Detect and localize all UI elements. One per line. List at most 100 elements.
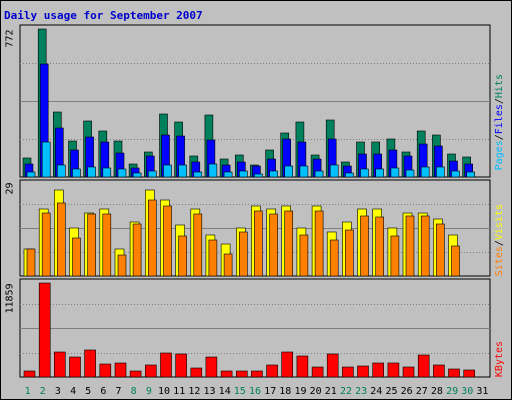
kbytes-bar-21 — [326, 353, 339, 378]
pages-bar-25 — [390, 167, 400, 178]
day-label-22: 22 — [340, 386, 352, 397]
sites-bar-8 — [132, 223, 142, 277]
legend-sep2: / — [494, 98, 505, 105]
day-label-14: 14 — [219, 386, 231, 397]
sites-bar-9 — [148, 199, 157, 277]
day-label-6: 6 — [100, 386, 106, 397]
day-label-11: 11 — [173, 386, 185, 397]
legend-pages: Pages — [494, 140, 505, 171]
kbytes-bar-29 — [448, 368, 460, 378]
pages-bar-5 — [87, 166, 96, 178]
day-label-29: 29 — [446, 386, 458, 397]
sites-bar-26 — [405, 215, 415, 277]
pages-bar-27 — [420, 166, 430, 178]
sites-bar-2 — [41, 212, 51, 277]
sites-bar-1 — [26, 248, 36, 277]
pages-bar-4 — [72, 168, 81, 178]
kbytes-bar-5 — [84, 349, 96, 378]
day-label-4: 4 — [70, 386, 76, 397]
sites-bar-14 — [223, 253, 233, 277]
legend-files: Files — [494, 104, 505, 135]
sites-bar-29 — [451, 245, 460, 277]
legend-sep1: / — [494, 134, 505, 141]
legend-sites: Sites — [494, 246, 505, 277]
sites-bar-5 — [87, 213, 96, 277]
pages-bar-30 — [466, 171, 476, 178]
kbytes-bar-15 — [236, 370, 248, 378]
sites-bar-28 — [436, 223, 445, 277]
pages-bar-19 — [299, 165, 309, 178]
pages-bar-28 — [436, 166, 445, 178]
sites-bar-17 — [269, 213, 278, 277]
pages-bar-20 — [314, 170, 324, 178]
day-label-8: 8 — [131, 386, 137, 397]
day-label-1: 1 — [25, 386, 31, 397]
pages-bar-1 — [26, 171, 36, 178]
day-label-5: 5 — [85, 386, 91, 397]
day-label-24: 24 — [370, 386, 382, 397]
chart-title: Daily usage for September 2007 — [4, 9, 203, 22]
kbytes-bar-1 — [23, 370, 36, 378]
kbytes-bar-8 — [129, 370, 142, 378]
day-label-9: 9 — [146, 386, 152, 397]
sites-bar-23 — [360, 215, 369, 277]
sites-bar-24 — [375, 216, 385, 277]
sites-bar-19 — [299, 234, 309, 277]
sites-bar-22 — [345, 229, 354, 277]
kbytes-bar-13 — [205, 356, 218, 378]
kbytes-bar-2 — [38, 282, 51, 378]
kbytes-ymax-label: 11859 — [4, 282, 16, 314]
pages-bar-18 — [284, 165, 294, 178]
kbytes-bar-19 — [296, 355, 309, 378]
kbytes-bar-12 — [190, 367, 203, 378]
kbytes-bar-10 — [160, 352, 172, 378]
legend-kbytes: KBytes — [494, 341, 505, 378]
day-label-30: 30 — [461, 386, 473, 397]
kbytes-bar-27 — [417, 354, 430, 378]
kbytes-bar-16 — [251, 370, 263, 378]
pages-bar-29 — [451, 170, 460, 178]
sites-bar-3 — [56, 202, 66, 277]
sites-bar-16 — [254, 210, 263, 277]
kbytes-bar-22 — [342, 366, 354, 378]
kbytes-bar-23 — [357, 365, 369, 378]
sites-bar-18 — [284, 210, 294, 277]
kbytes-bar-7 — [114, 362, 127, 378]
sites-bar-15 — [239, 231, 248, 277]
hits-files-pages-legend: Pages/Files/Hits — [494, 74, 505, 170]
kbytes-bar-26 — [402, 366, 415, 378]
pages-bar-23 — [360, 168, 369, 178]
sites-visits-legend: Sites/Visits — [494, 204, 505, 276]
pages-bar-13 — [208, 163, 218, 178]
pages-bar-24 — [375, 168, 385, 178]
pages-bar-11 — [178, 164, 187, 178]
day-label-19: 19 — [294, 386, 306, 397]
kbytes-bar-17 — [266, 364, 278, 378]
sites-bar-11 — [178, 235, 187, 277]
day-label-16: 16 — [249, 386, 261, 397]
pages-bar-7 — [117, 168, 127, 178]
day-label-26: 26 — [401, 386, 413, 397]
kbytes-bar-6 — [99, 363, 112, 378]
pages-bar-9 — [148, 170, 157, 178]
kbytes-bar-30 — [463, 369, 476, 378]
kbytes-bar-9 — [145, 364, 157, 378]
sites-bar-6 — [102, 213, 112, 277]
day-label-31: 31 — [476, 386, 488, 397]
day-label-15: 15 — [234, 386, 246, 397]
pages-bar-12 — [193, 171, 203, 178]
pages-bar-8 — [132, 172, 142, 178]
kbytes-bar-4 — [69, 356, 81, 378]
day-label-20: 20 — [310, 386, 322, 397]
kbytes-bar-18 — [281, 351, 294, 378]
day-label-7: 7 — [115, 386, 121, 397]
sites-bar-21 — [329, 239, 339, 277]
day-label-2: 2 — [40, 386, 46, 397]
sites-bar-20 — [314, 210, 324, 277]
day-label-10: 10 — [158, 386, 170, 397]
sites-bar-7 — [117, 254, 127, 277]
pages-bar-6 — [102, 167, 112, 178]
legend-sep3: / — [494, 240, 505, 247]
